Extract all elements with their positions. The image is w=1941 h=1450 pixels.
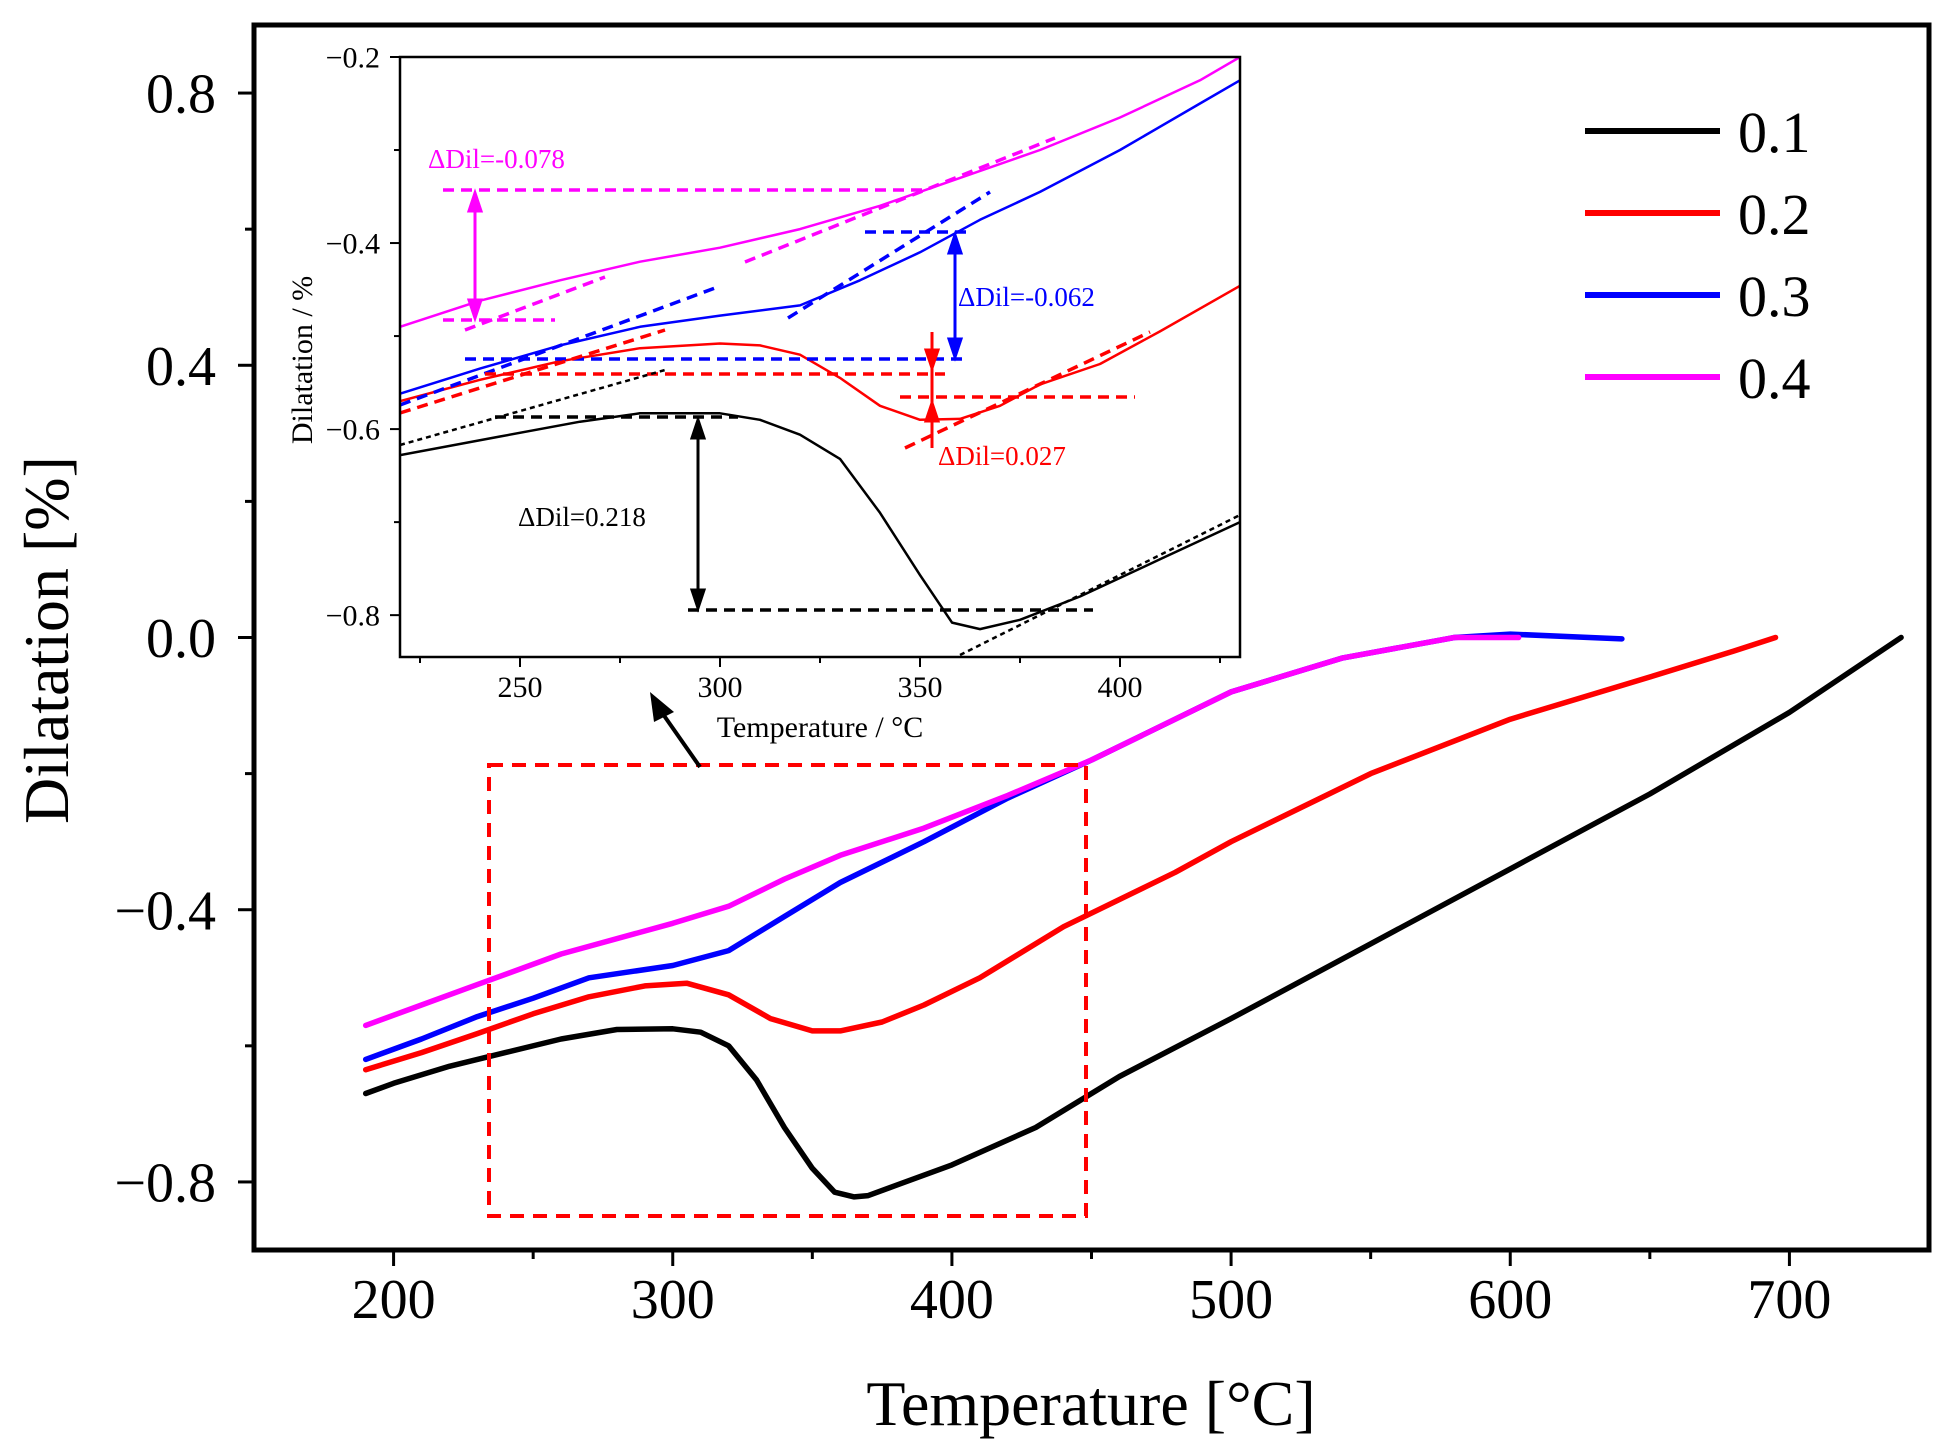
main-legend: 0.1 0.2 0.3 0.4 (1585, 100, 1811, 411)
inset-x-axis-title: Temperature / °C (717, 711, 923, 744)
inset-x-tick-label: 300 (698, 671, 743, 704)
main-y-ticks: −0.8 −0.4 0.0 0.4 0.8 (114, 64, 254, 1215)
delta-dil-arrows (466, 188, 964, 613)
inset-x-tick-label: 250 (498, 671, 543, 704)
main-series-line-0.2 (362, 634, 1779, 1073)
delta-dil-label-0.2: ΔDil=0.027 (938, 441, 1066, 471)
inset-x-tick-label: 400 (1098, 671, 1143, 704)
tangent-0.1-low (399, 368, 666, 447)
tangent-0.3-low (399, 286, 716, 407)
inset-x-tick-label: 350 (898, 671, 943, 704)
main-series-line-0.3 (362, 631, 1625, 1063)
main-x-tick-label: 200 (352, 1269, 436, 1331)
main-y-tick-label: −0.8 (114, 1153, 216, 1215)
legend-item-0.4: 0.4 (1585, 346, 1811, 411)
tangent-0.3-high (787, 190, 991, 320)
inset-y-tick-label: −0.6 (326, 414, 380, 447)
arrow-0.3 (946, 230, 964, 362)
main-x-tick-label: 400 (910, 1269, 994, 1331)
delta-dil-label-0.1: ΔDil=0.218 (518, 502, 646, 532)
inset-y-axis-title: Dilatation / % (286, 276, 319, 444)
main-series-lines (362, 631, 1904, 1200)
main-y-tick-label: −0.4 (114, 880, 216, 942)
arrow-0.1 (689, 415, 707, 613)
legend-item-0.2: 0.2 (1585, 182, 1811, 247)
delta-dil-label-0.3: ΔDil=-0.062 (958, 282, 1095, 312)
tangent-0.1-high (959, 513, 1241, 657)
inset-background (400, 57, 1240, 657)
main-y-tick-label: 0.0 (146, 608, 216, 670)
main-chart: 200 300 400 500 600 700 −0.8 −0.4 0.0 0.4 0.8 Tem… (11, 22, 1932, 1439)
zoom-pointer-arrow (650, 692, 702, 769)
main-y-axis-title: Dilatation [%] (11, 456, 82, 824)
main-series-line-0.4 (362, 634, 1522, 1029)
inset-y-ticks: −0.8 −0.6 −0.4 −0.2 (326, 42, 400, 633)
inset-series-line-0.4 (400, 57, 1240, 329)
main-series-line-0.1 (362, 634, 1904, 1200)
tangent-0.2-high (904, 330, 1151, 450)
legend-label-0.1: 0.1 (1738, 100, 1811, 165)
main-y-tick-label: 0.8 (146, 64, 216, 126)
tangent-0.2-low (399, 328, 666, 415)
legend-label-0.2: 0.2 (1738, 182, 1811, 247)
legend-label-0.3: 0.3 (1738, 264, 1811, 329)
legend-item-0.3: 0.3 (1585, 264, 1811, 329)
main-x-tick-label: 300 (631, 1269, 715, 1331)
tangent-0.4-high (744, 136, 1056, 264)
arrow-0.4 (466, 188, 484, 323)
main-x-tick-label: 700 (1747, 1269, 1831, 1331)
inset-y-tick-label: −0.2 (326, 42, 380, 75)
legend-label-0.4: 0.4 (1738, 346, 1811, 411)
main-x-tick-label: 600 (1468, 1269, 1552, 1331)
inset-plot-frame (398, 55, 1242, 659)
main-x-axis-title: Temperature [°C] (866, 1368, 1315, 1439)
legend-item-0.1: 0.1 (1585, 100, 1811, 165)
inset-y-tick-label: −0.8 (326, 600, 380, 633)
inset-x-ticks: 250 300 350 400 (419, 657, 1221, 704)
arrow-0.2 (923, 332, 941, 448)
main-x-ticks: 200 300 400 500 600 700 (352, 1250, 1831, 1331)
zoom-region-box (487, 763, 1088, 1218)
main-y-tick-label: 0.4 (146, 336, 216, 398)
inset-chart: ΔDil=-0.078 ΔDil=-0.062 ΔDil=0.027 ΔDil=… (286, 42, 1242, 744)
main-x-tick-label: 500 (1189, 1269, 1273, 1331)
delta-dil-label-0.4: ΔDil=-0.078 (428, 144, 565, 174)
inset-series-line-0.2 (400, 284, 1240, 422)
inset-y-tick-label: −0.4 (326, 228, 380, 261)
